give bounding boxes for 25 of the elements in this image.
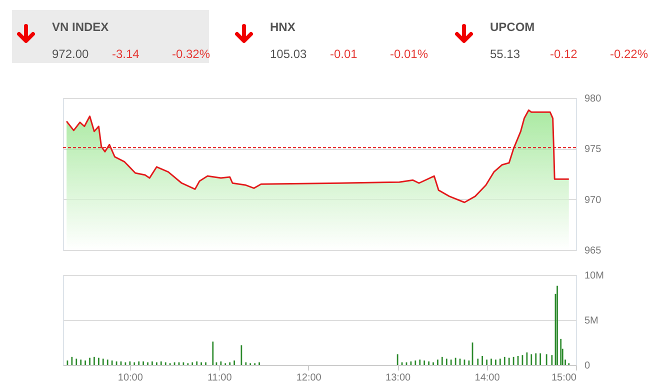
- text: UPCOM: [490, 20, 535, 34]
- text: -0.01%: [390, 47, 428, 61]
- text: -0.32%: [172, 47, 210, 61]
- text: 972.00: [52, 47, 89, 61]
- text: VN INDEX: [52, 20, 109, 34]
- text: -3.14: [112, 47, 140, 61]
- y-tick-label: 10M: [584, 270, 604, 282]
- y-tick-label: 5M: [584, 316, 598, 326]
- y-tick-label: 980: [584, 94, 602, 104]
- y-tick-label: 965: [584, 246, 602, 256]
- y-tick-label: 970: [584, 194, 602, 206]
- text: 105.03: [270, 47, 307, 61]
- text: HNX: [270, 20, 296, 34]
- y-tick-label: 975: [584, 144, 602, 156]
- text: -0.01: [330, 47, 358, 61]
- x-tick-label: 11:00: [207, 372, 232, 383]
- x-tick-label: 14:00: [474, 372, 500, 383]
- x-tick-label: 10:00: [118, 372, 144, 383]
- text: 55.13: [490, 47, 520, 61]
- text: -0.12: [550, 47, 578, 61]
- x-tick-label: 12:00: [296, 372, 322, 383]
- x-tick-label: 15:00: [551, 372, 577, 383]
- text: -0.22%: [610, 47, 648, 61]
- x-tick-label: 13:00: [386, 372, 412, 383]
- y-tick-label: 0: [584, 360, 590, 372]
